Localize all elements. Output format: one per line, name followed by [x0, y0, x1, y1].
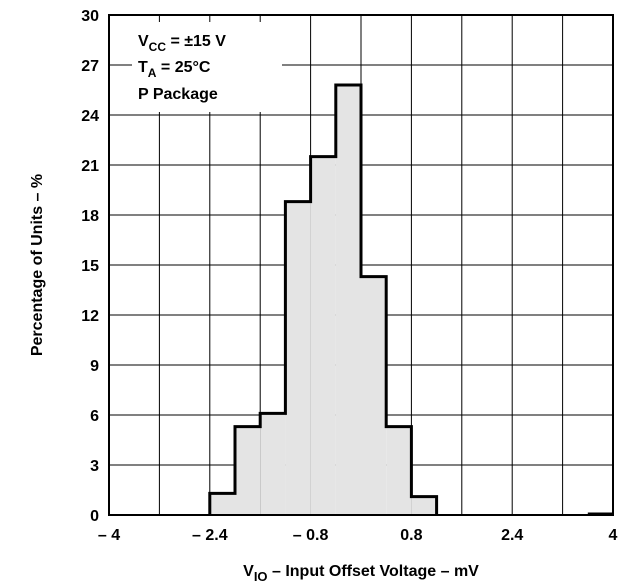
- x-tick-label: 2.4: [501, 527, 523, 544]
- y-tick-label: 27: [81, 58, 99, 75]
- y-tick-label: 24: [81, 108, 99, 125]
- histogram-bar: [361, 276, 387, 515]
- x-tick-label: – 2.4: [192, 527, 228, 544]
- y-tick-label: 9: [90, 358, 99, 375]
- histogram-outline: [208, 83, 439, 515]
- y-tick-label: 30: [81, 8, 99, 25]
- y-axis-ticks: 0 3 6 9 12 15 18 21 24 27 30: [81, 8, 99, 525]
- x-tick-label: – 4: [98, 527, 120, 544]
- y-tick-label: 21: [81, 158, 99, 175]
- x-tick-label: – 0.8: [293, 527, 329, 544]
- annotation-background: [132, 22, 282, 112]
- annotation-package: P Package: [138, 86, 218, 103]
- y-tick-label: 6: [90, 408, 99, 425]
- y-tick-label: 15: [81, 258, 99, 275]
- conditions-annotation: VCC = ±15 V TA = 25°C P Package: [132, 22, 282, 112]
- histogram-series: [208, 83, 613, 516]
- histogram-bar: [335, 85, 361, 515]
- histogram-bar: [411, 496, 437, 515]
- histogram-bar: [209, 493, 235, 515]
- annotation-ta: TA = 25°C: [138, 59, 211, 80]
- y-axis-title: Percentage of Units – %: [29, 174, 46, 356]
- x-tick-label: 4: [609, 527, 618, 544]
- plot-frame: [108, 14, 614, 516]
- histogram-bar: [310, 156, 336, 515]
- y-tick-label: 0: [90, 508, 99, 525]
- y-tick-label: 3: [90, 458, 99, 475]
- x-axis-title: VIO – Input Offset Voltage – mV: [243, 563, 479, 584]
- x-tick-label: 0.8: [400, 527, 422, 544]
- y-tick-label: 18: [81, 208, 99, 225]
- histogram-bar: [235, 426, 261, 515]
- histogram-bar: [386, 426, 412, 515]
- x-axis-ticks: – 4 – 2.4 – 0.8 0.8 2.4 4: [98, 527, 618, 544]
- histogram-bar: [260, 413, 286, 515]
- annotation-vcc: VCC = ±15 V: [138, 33, 226, 54]
- histogram-bar: [285, 201, 311, 515]
- y-tick-label: 12: [81, 308, 99, 325]
